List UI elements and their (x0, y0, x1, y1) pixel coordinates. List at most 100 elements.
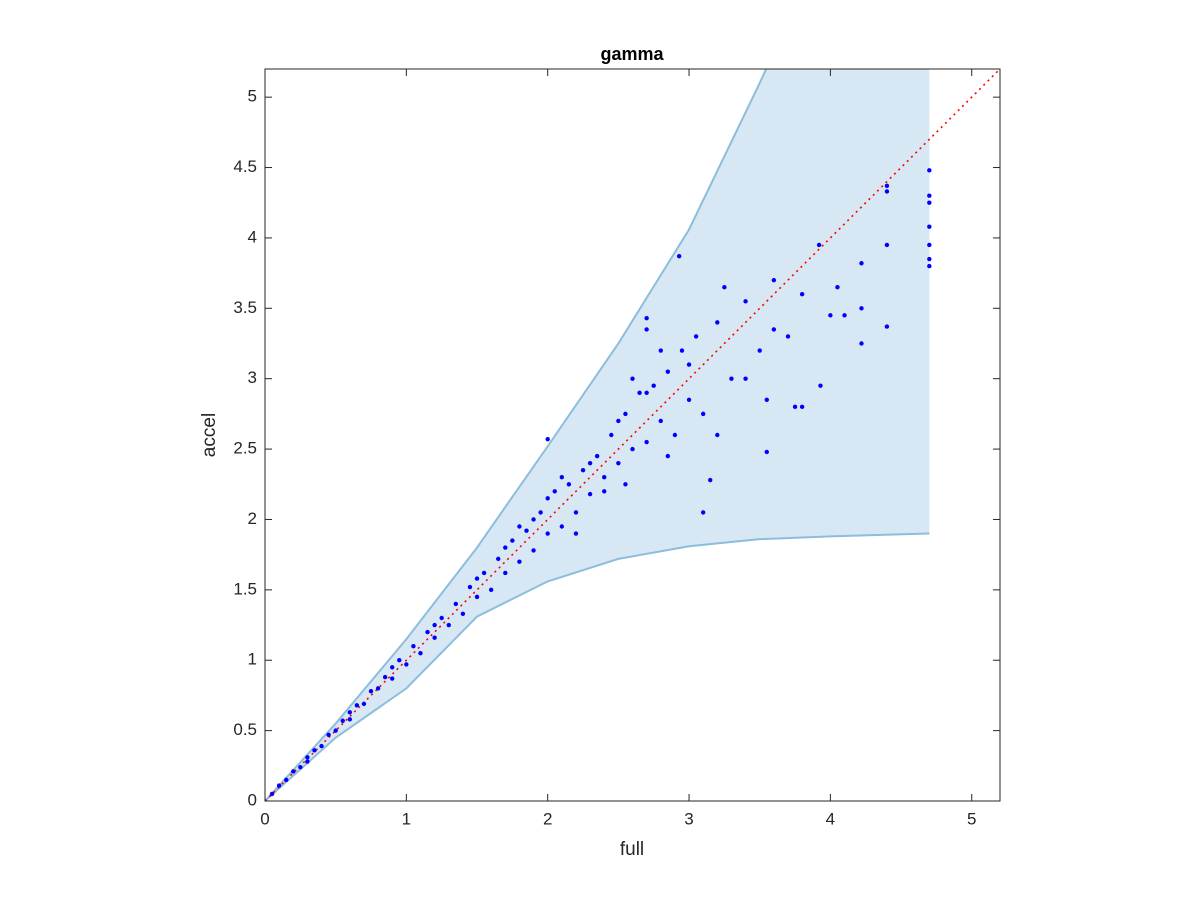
data-point (722, 284, 727, 290)
data-point (927, 263, 932, 269)
y-tick-label: 2.5 (233, 439, 257, 458)
data-point (816, 242, 822, 248)
data-point (644, 327, 649, 332)
data-point (828, 313, 833, 318)
data-point (453, 601, 459, 607)
data-point (276, 783, 282, 788)
data-point (326, 732, 331, 738)
data-point (354, 703, 360, 708)
data-point (676, 254, 682, 259)
data-point (503, 545, 508, 550)
band-fill (265, 69, 930, 801)
data-point (432, 622, 437, 628)
data-point (432, 635, 437, 640)
x-tick-label: 3 (684, 809, 693, 828)
data-point (616, 460, 621, 466)
reference-line (265, 69, 1000, 801)
data-point (658, 418, 663, 424)
data-point (771, 277, 777, 283)
data-point (764, 397, 769, 403)
data-point (715, 432, 720, 438)
data-point (594, 453, 600, 459)
data-point (644, 315, 649, 321)
data-point (382, 674, 388, 680)
data-point (390, 676, 395, 681)
data-point (665, 453, 671, 459)
data-point (616, 418, 621, 424)
data-point (679, 348, 685, 353)
data-point (503, 570, 508, 576)
data-point (729, 376, 734, 381)
data-point (623, 411, 628, 417)
y-tick-label: 3.5 (233, 298, 257, 317)
y-tick-label: 0.5 (233, 720, 257, 739)
data-point (531, 517, 536, 522)
data-point (764, 449, 769, 455)
data-point (333, 728, 338, 733)
x-tick-label: 5 (967, 809, 976, 828)
x-tick-label: 0 (260, 809, 269, 828)
data-point (700, 411, 706, 417)
data-point (637, 390, 642, 395)
data-point (340, 718, 345, 723)
data-point (474, 594, 480, 600)
data-point (284, 777, 289, 783)
data-point (693, 334, 699, 339)
data-point (559, 475, 565, 480)
data-point (517, 524, 522, 529)
data-point (799, 292, 805, 297)
data-point (580, 467, 586, 473)
data-point (630, 446, 635, 452)
data-point (312, 748, 317, 753)
data-point (291, 769, 296, 774)
data-point (715, 320, 720, 325)
data-point (743, 376, 748, 381)
data-point (347, 717, 353, 722)
data-point (602, 475, 607, 480)
data-point (884, 189, 890, 194)
data-point (630, 376, 635, 381)
data-point (644, 390, 649, 395)
data-point (531, 548, 536, 553)
data-point (672, 432, 678, 438)
data-point (552, 489, 557, 494)
data-point (927, 200, 932, 205)
band-lower-edge (265, 532, 930, 801)
y-tick-label: 2 (248, 509, 257, 528)
data-point (859, 341, 864, 346)
x-tick-label: 1 (402, 809, 411, 828)
data-point (460, 611, 466, 616)
data-point (792, 404, 798, 410)
data-point (347, 710, 353, 715)
data-point (425, 629, 430, 635)
y-tick-label: 3 (248, 368, 257, 387)
data-point (538, 510, 543, 515)
data-point (467, 584, 473, 590)
axes-box (264, 68, 1001, 802)
data-point (835, 284, 840, 290)
data-point (927, 193, 932, 198)
y-tick-label: 1 (248, 650, 257, 669)
data-point (545, 496, 550, 501)
x-tick-label: 4 (826, 809, 835, 828)
y-tick-label: 1.5 (233, 579, 257, 598)
data-point (496, 556, 501, 562)
data-point (418, 650, 423, 656)
data-point (771, 327, 777, 332)
data-point (298, 765, 303, 770)
data-point (708, 477, 713, 483)
x-axis-label: full (620, 839, 644, 860)
data-point (305, 755, 310, 760)
data-point (700, 510, 706, 515)
data-point (545, 437, 550, 442)
data-point (842, 313, 847, 318)
data-point (884, 183, 890, 189)
data-point (524, 528, 529, 533)
data-point (474, 576, 480, 581)
data-point (609, 432, 614, 438)
y-tick-label: 4 (248, 227, 257, 246)
data-point (799, 404, 805, 410)
data-point (559, 524, 565, 529)
data-point (884, 242, 890, 248)
